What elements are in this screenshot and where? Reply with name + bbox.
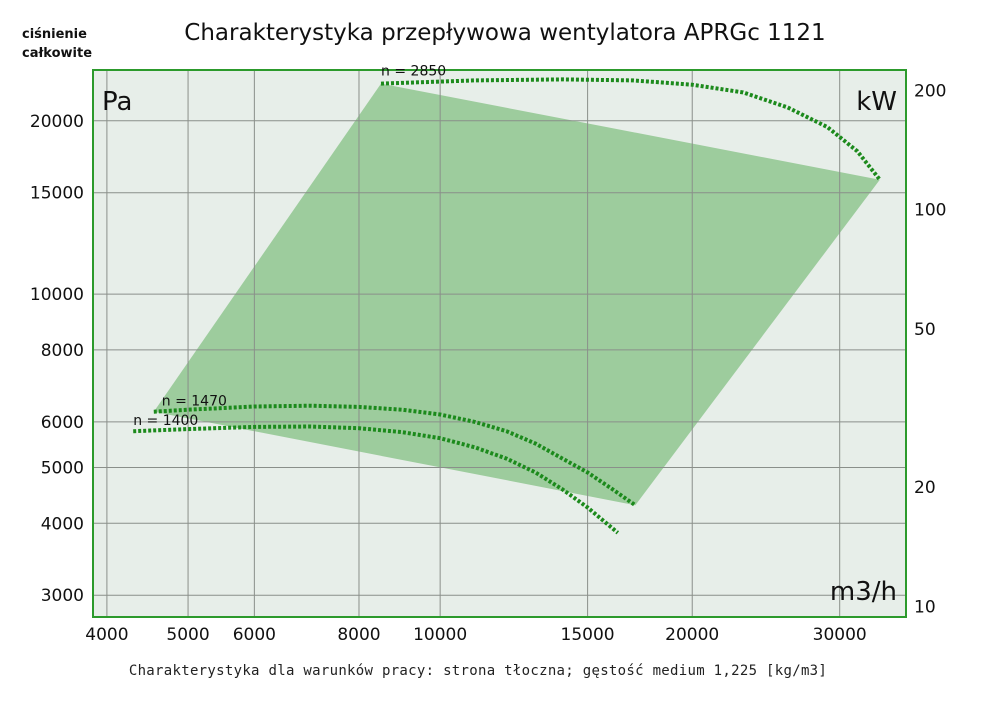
x-tick-label: 10000: [413, 625, 467, 645]
y2-tick-label: 100: [914, 201, 946, 221]
x-tick-label: 30000: [813, 625, 867, 645]
x-axis-unit: m3/h: [830, 577, 897, 607]
y-tick-label: 6000: [41, 413, 84, 433]
speed-curve-2: [133, 424, 620, 535]
plot-frame: [92, 69, 907, 618]
chart-title: Charakterystyka przepływowa wentylatora …: [184, 20, 825, 46]
y-tick-label: 5000: [41, 458, 84, 478]
y2-tick-label: 20: [914, 478, 936, 498]
x-tick-label: 8000: [337, 625, 380, 645]
left-axis-unit: Pa: [102, 87, 132, 117]
speed-curve-1: [153, 403, 637, 507]
y-tick-label: 8000: [41, 341, 84, 361]
x-tick-label: 5000: [166, 625, 209, 645]
speed-curve-0: [380, 77, 882, 181]
y2-tick-label: 10: [914, 597, 936, 617]
pressure-label-line2: całkowite: [22, 46, 92, 61]
y2-tick-label: 50: [914, 320, 936, 340]
curve-label-0: n = 2850: [381, 64, 446, 80]
y-tick-label: 4000: [41, 514, 84, 534]
y-tick-label: 3000: [41, 586, 84, 606]
curve-label-2: n = 1400: [133, 413, 198, 429]
x-tick-label: 20000: [665, 625, 719, 645]
y-tick-label: 20000: [30, 112, 84, 132]
y2-tick-label: 200: [914, 81, 946, 101]
pressure-label-line1: ciśnienie: [22, 27, 87, 42]
x-tick-label: 15000: [561, 625, 615, 645]
curve-label-1: n = 1470: [162, 394, 227, 410]
y-tick-label: 10000: [30, 285, 84, 305]
y-tick-label: 15000: [30, 184, 84, 204]
right-axis-unit: kW: [856, 87, 897, 117]
x-tick-label: 6000: [233, 625, 276, 645]
footer-note: Charakterystyka dla warunków pracy: stro…: [129, 663, 827, 679]
x-tick-label: 4000: [85, 625, 128, 645]
